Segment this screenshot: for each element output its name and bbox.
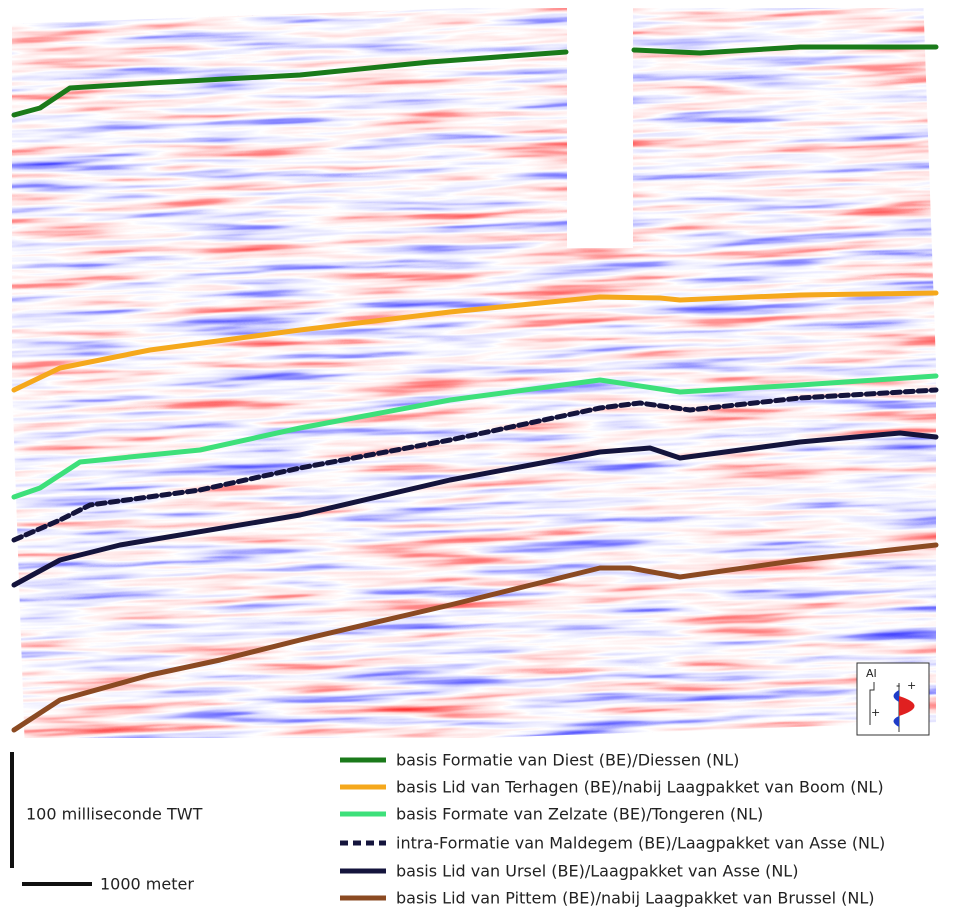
horizon (11, 49, 569, 118)
horizon (11, 290, 939, 393)
legend-label: basis Formatie van Diest (BE)/Diessen (N… (396, 751, 739, 770)
legend-label: basis Formate van Zelzate (BE)/Tongeren … (396, 805, 763, 824)
icon-box (856, 662, 930, 736)
legend: basis Formatie van Diest (BE)/Diessen (N… (340, 751, 885, 908)
icon-pos-lobe (899, 696, 915, 716)
horizon (11, 387, 939, 543)
legend-label: basis Lid van Ursel (BE)/Laagpakket van … (396, 862, 798, 881)
horizontal-scale-label: 1000 meter (100, 875, 194, 894)
seismic-section (12, 8, 936, 738)
legend-label: intra-Formatie van Maldegem (BE)/Laagpak… (396, 834, 885, 853)
icon-minus: - (896, 679, 900, 693)
vertical-scale-label: 100 milliseconde TWT (26, 805, 203, 824)
scale-bars: 100 milliseconde TWT 1000 meter (10, 752, 203, 894)
icon-neg-lobe (893, 690, 899, 702)
horizon (631, 44, 939, 56)
icon-neg-lobe-2 (893, 716, 899, 727)
horizons (11, 44, 939, 733)
polarity-icon: AI + - + (856, 662, 930, 736)
legend-label: basis Lid van Pittem (BE)/nabij Laagpakk… (396, 889, 875, 908)
legend-label: basis Lid van Terhagen (BE)/nabij Laagpa… (396, 778, 884, 797)
icon-axis (869, 682, 875, 725)
horizon (11, 542, 939, 733)
seismic-texture (12, 8, 936, 738)
data-gap (567, 8, 633, 248)
icon-plus-2: + (907, 679, 916, 692)
icon-plus: + (871, 706, 880, 719)
horizon (11, 373, 939, 500)
horizon (11, 430, 939, 588)
icon-axis-label: AI (866, 667, 877, 680)
